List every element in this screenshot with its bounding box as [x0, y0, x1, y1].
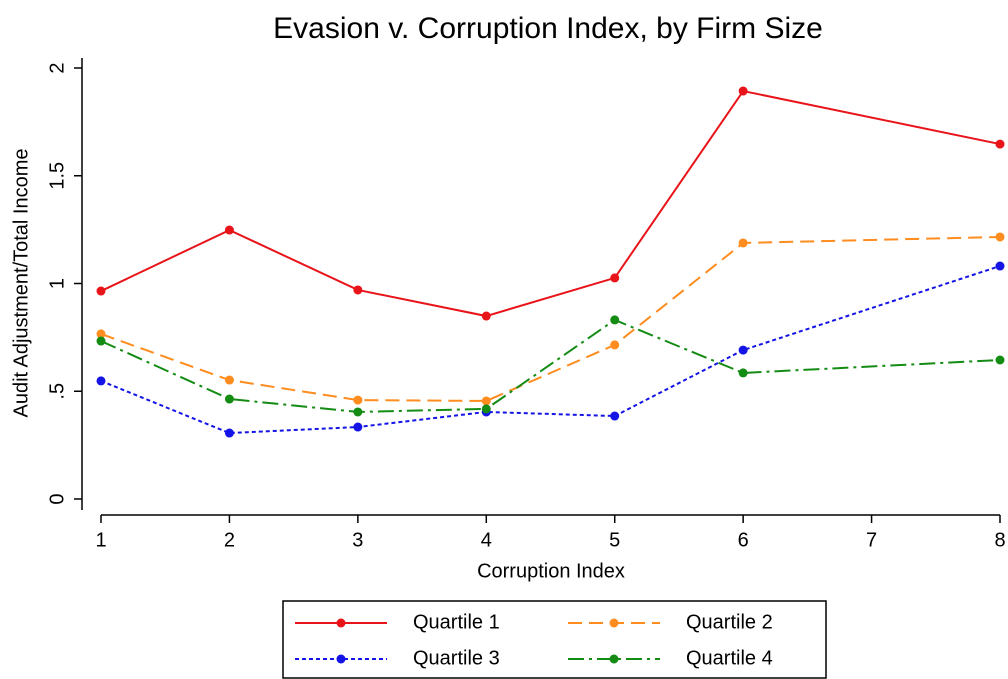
point	[353, 395, 363, 405]
point	[995, 232, 1005, 242]
point	[610, 411, 620, 421]
point	[224, 375, 234, 385]
point	[995, 261, 1005, 271]
x-tick-label: 1	[95, 529, 106, 551]
series-line	[100, 89, 1001, 318]
y-tick-label: 2	[46, 62, 68, 73]
x-tick-label: 6	[738, 529, 749, 551]
y-tick-label: 1.5	[46, 162, 68, 190]
point	[995, 139, 1005, 149]
legend-label: Quartile 1	[413, 611, 500, 633]
x-axis-title: Corruption Index	[477, 560, 625, 582]
y-tick-label: .5	[46, 383, 68, 400]
point	[224, 225, 234, 235]
x-tick-label: 4	[481, 529, 492, 551]
point	[224, 428, 234, 438]
point	[610, 340, 620, 350]
point	[353, 407, 363, 417]
y-tick-label: 1	[46, 278, 68, 289]
y-tick-label: 0	[46, 493, 68, 504]
y-axis-title: Audit Adjustment/Total Income	[10, 148, 32, 417]
legend-marker	[609, 654, 619, 664]
point	[610, 273, 620, 283]
legend	[282, 600, 827, 679]
series-line	[100, 235, 1001, 402]
point	[481, 404, 491, 414]
legend-marker	[336, 654, 346, 664]
series-line	[100, 265, 1001, 435]
point	[481, 396, 491, 406]
point	[96, 376, 106, 386]
x-tick-label: 5	[609, 529, 620, 551]
point	[96, 336, 106, 346]
point	[96, 329, 106, 339]
point	[738, 345, 748, 355]
series-line	[100, 318, 1001, 413]
legend-marker	[609, 618, 619, 628]
x-tick-label: 2	[224, 529, 235, 551]
x-tick-label: 3	[352, 529, 363, 551]
point	[353, 422, 363, 432]
point	[96, 286, 106, 296]
point	[738, 368, 748, 378]
point	[738, 238, 748, 248]
point	[481, 311, 491, 321]
point	[224, 394, 234, 404]
x-tick-label: 7	[866, 529, 877, 551]
point	[610, 315, 620, 325]
point	[738, 86, 748, 96]
point	[995, 355, 1005, 365]
legend-label: Quartile 3	[413, 647, 500, 669]
legend-label: Quartile 4	[686, 647, 773, 669]
x-tick-label: 8	[994, 529, 1005, 551]
legend-label: Quartile 2	[686, 611, 773, 633]
legend-marker	[336, 618, 346, 628]
chart-title: Evasion v. Corruption Index, by Firm Siz…	[273, 12, 823, 45]
point	[353, 285, 363, 295]
